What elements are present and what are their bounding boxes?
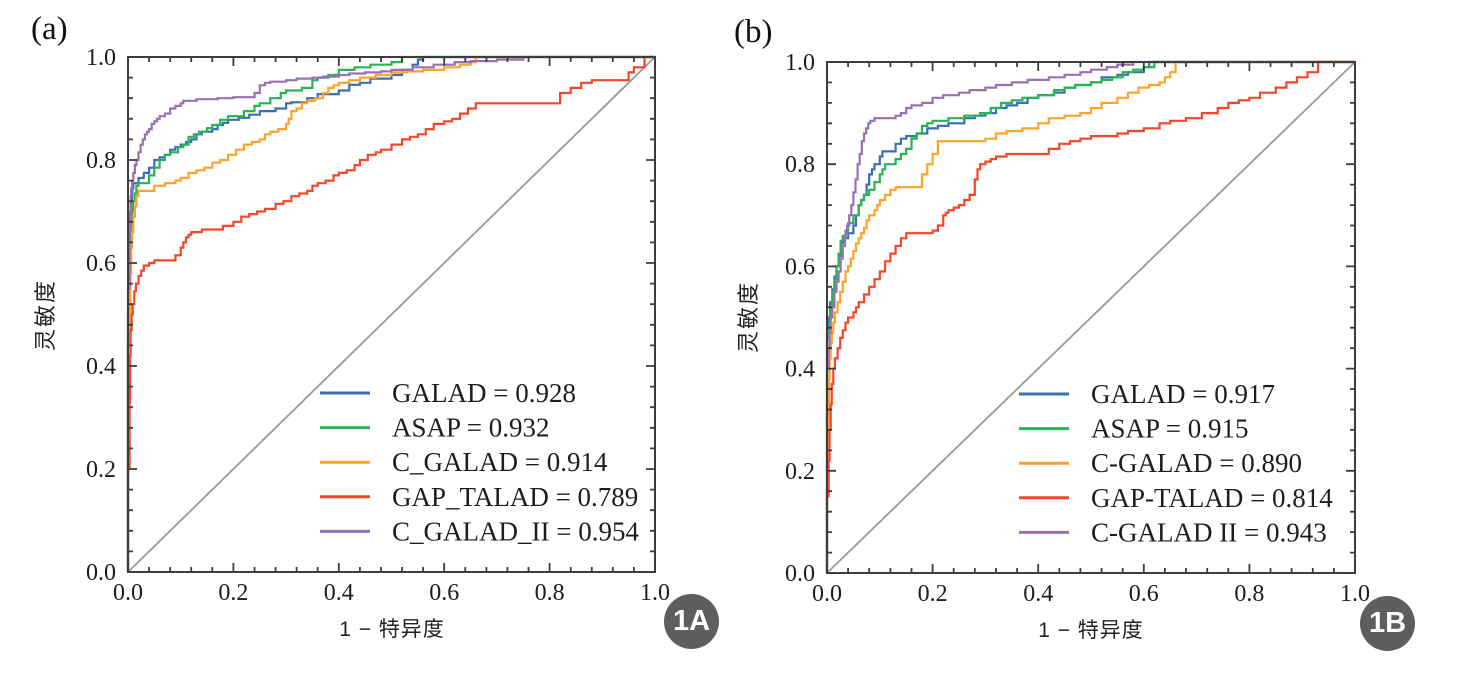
axis-ticks bbox=[826, 61, 1356, 574]
tick-labels: 0.0 0.2 0.4 0.6 0.8 1.0 0.0 0.2 0.4 0.6 0.8 1.0 bbox=[785, 50, 1370, 607]
x-tick-label: 0.0 bbox=[812, 581, 842, 607]
y-tick-label: 0.0 bbox=[785, 561, 815, 587]
x-tick-label: 0.6 bbox=[429, 580, 459, 606]
roc-curve-c-galad bbox=[126, 55, 655, 572]
y-tick-label: 0.2 bbox=[785, 459, 815, 485]
y-tick-label: 0.4 bbox=[785, 357, 815, 383]
panel-b-letter: (b) bbox=[734, 14, 773, 50]
y-tick-label: 0.6 bbox=[86, 251, 116, 277]
legend-label-c-galad-ii: C_GALAD_II = 0.954 bbox=[392, 516, 639, 546]
panel-a-letter: (a) bbox=[31, 11, 68, 47]
axes-frame bbox=[826, 61, 1356, 574]
y-tick-label: 1.0 bbox=[86, 45, 116, 71]
roc-curve-gap-talad bbox=[825, 60, 1355, 573]
x-tick-label: 0.2 bbox=[218, 580, 248, 606]
roc-curve-c-galad-ii bbox=[825, 60, 1355, 573]
roc-curve-gap-talad bbox=[126, 55, 655, 572]
roc-panel-a: 0.0 0.2 0.4 0.6 0.8 1.0 0.0 0.2 0.4 0.6 0.8 1.0 GALA… bbox=[86, 45, 670, 606]
legend-label-c-galad: C-GALAD = 0.890 bbox=[1091, 448, 1302, 478]
y-tick-label: 0.6 bbox=[785, 254, 815, 280]
y-tick-label: 0.4 bbox=[86, 354, 116, 380]
panel-b-y-axis-label: 灵敏度 bbox=[736, 280, 761, 354]
roc-curve-asap bbox=[825, 60, 1355, 573]
x-tick-label: 0.8 bbox=[535, 580, 565, 606]
y-tick-label: 0.0 bbox=[86, 560, 116, 586]
roc-panel-b: 0.0 0.2 0.4 0.6 0.8 1.0 0.0 0.2 0.4 0.6 0.8 1.0 GALA… bbox=[785, 50, 1370, 607]
legend-label-galad: GALAD = 0.928 bbox=[392, 378, 576, 408]
legend-label-asap: ASAP = 0.932 bbox=[392, 413, 550, 443]
axis-ticks bbox=[127, 56, 656, 573]
panel-a-y-axis-label: 灵敏度 bbox=[33, 278, 58, 352]
x-tick-label: 0.0 bbox=[113, 580, 143, 606]
legend-label-galad: GALAD = 0.917 bbox=[1091, 379, 1275, 409]
x-tick-label: 0.8 bbox=[1234, 581, 1264, 607]
chance-diagonal-line bbox=[826, 61, 1356, 574]
tick-labels: 0.0 0.2 0.4 0.6 0.8 1.0 0.0 0.2 0.4 0.6 0.8 1.0 bbox=[86, 45, 670, 606]
legend: GALAD = 0.917 ASAP = 0.915 C-GALAD = 0.890… bbox=[1019, 379, 1333, 547]
x-tick-label: 0.4 bbox=[1023, 581, 1053, 607]
panel-b-x-axis-label: 1 − 特异度 bbox=[1038, 619, 1144, 642]
y-tick-label: 0.8 bbox=[86, 148, 116, 174]
figure-badge-1b: 1B bbox=[1360, 596, 1415, 651]
x-tick-label: 0.4 bbox=[324, 580, 354, 606]
figure-badge-1a: 1A bbox=[664, 594, 719, 649]
y-tick-label: 1.0 bbox=[785, 50, 815, 76]
roc-curve-c-galad bbox=[825, 60, 1355, 573]
x-tick-label: 0.6 bbox=[1129, 581, 1159, 607]
axes-frame bbox=[127, 56, 656, 573]
y-tick-label: 0.2 bbox=[86, 457, 116, 483]
y-tick-label: 0.8 bbox=[785, 152, 815, 178]
panel-a-x-axis-label: 1 − 特异度 bbox=[339, 618, 445, 641]
chance-diagonal-line bbox=[127, 56, 656, 573]
x-tick-label: 1.0 bbox=[1340, 581, 1370, 607]
legend: GALAD = 0.928 ASAP = 0.932 C_GALAD = 0.914… bbox=[320, 378, 639, 546]
roc-curve-c-galad-ii bbox=[126, 55, 655, 572]
legend-label-c-galad-ii: C-GALAD II = 0.943 bbox=[1091, 517, 1327, 547]
x-tick-label: 1.0 bbox=[640, 580, 670, 606]
x-tick-label: 0.2 bbox=[918, 581, 948, 607]
legend-label-gap-talad: GAP-TALAD = 0.814 bbox=[1091, 483, 1333, 513]
legend-label-c-galad: C_GALAD = 0.914 bbox=[392, 447, 608, 477]
legend-label-asap: ASAP = 0.915 bbox=[1091, 414, 1249, 444]
legend-label-gap-talad: GAP_TALAD = 0.789 bbox=[392, 482, 638, 512]
